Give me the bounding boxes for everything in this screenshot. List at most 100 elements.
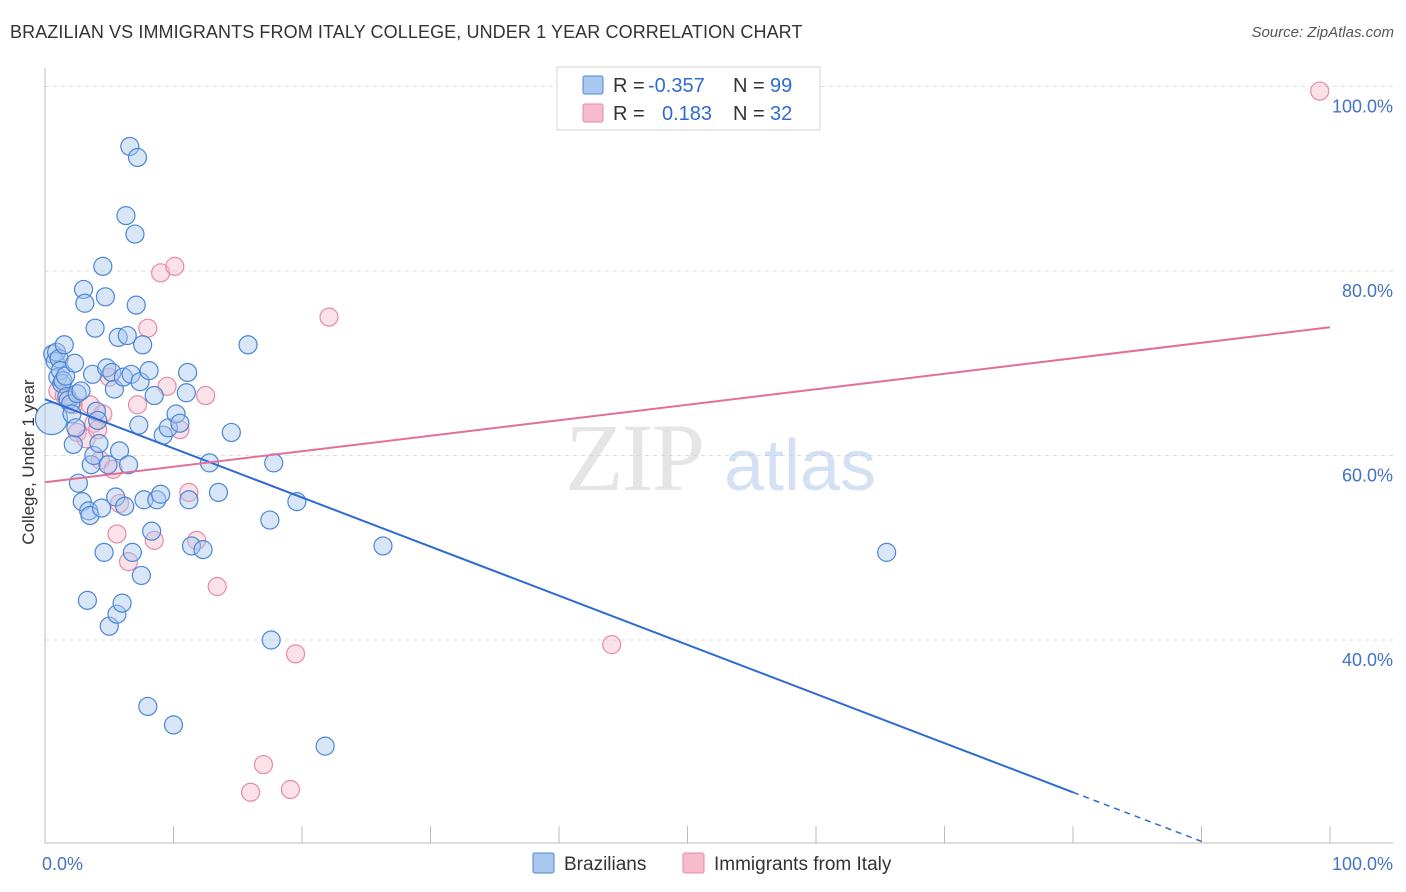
data-point-blue-67 xyxy=(144,385,164,406)
data-point-pink-32 xyxy=(1310,81,1330,101)
data-point-blue-29 xyxy=(84,445,104,466)
data-point-blue-24 xyxy=(77,590,98,610)
legend-item-italy: Immigrants from Italy xyxy=(714,854,892,875)
data-point-blue-9 xyxy=(54,335,74,355)
data-point-blue-83 xyxy=(238,335,258,355)
data-point-blue-46 xyxy=(109,441,130,461)
data-point-blue-56 xyxy=(125,224,145,244)
data-point-pink-26 xyxy=(241,782,261,802)
axes xyxy=(44,68,1393,844)
data-point-blue-34 xyxy=(91,498,112,518)
data-point-blue-15 xyxy=(63,434,83,455)
legend-item-italy-swatch xyxy=(682,852,705,874)
data-point-blue-82 xyxy=(221,422,241,443)
data-point-blue-41 xyxy=(102,362,122,383)
data-point-blue-81 xyxy=(208,482,229,503)
legend-n-blue: 99 xyxy=(770,75,792,97)
data-point-pink-20 xyxy=(165,256,185,276)
data-point-blue-90 xyxy=(877,542,897,562)
data-point-blue-62 xyxy=(133,335,153,355)
x-tick-label-1: 100.0% xyxy=(1332,854,1393,874)
legend-n-label-blue: N = xyxy=(733,75,765,97)
data-point-pink-24 xyxy=(196,385,216,406)
trend-lines xyxy=(44,326,1331,843)
grid-lines xyxy=(45,85,1393,641)
data-point-pink-22 xyxy=(179,482,199,503)
chart-title: BRAZILIAN VS IMMIGRANTS FROM ITALY COLLE… xyxy=(10,22,803,42)
trend-line-brazilians-extrapolated xyxy=(1072,791,1202,843)
tick-labels: 40.0% 60.0% 80.0% 100.0% 0.0% 100.0% xyxy=(42,96,1393,874)
data-point-blue-53 xyxy=(120,136,140,157)
data-point-blue-32 xyxy=(88,410,108,431)
data-point-blue-66 xyxy=(142,521,162,541)
data-point-blue-35 xyxy=(93,256,113,276)
data-point-blue-77 xyxy=(179,490,199,510)
chart-source: Source: ZipAtlas.com xyxy=(1251,24,1394,41)
y-tick-label-3: 100.0% xyxy=(1332,96,1393,116)
data-point-blue-22 xyxy=(73,279,94,300)
data-point-blue-51 xyxy=(117,325,137,346)
data-point-pink-18 xyxy=(151,263,171,283)
data-point-blue-79 xyxy=(193,540,213,560)
data-point-blue-59 xyxy=(129,415,149,435)
data-point-blue-30 xyxy=(85,318,105,338)
data-point-pink-25 xyxy=(207,576,227,597)
data-point-blue-16 xyxy=(64,353,85,373)
data-point-blue-74 xyxy=(170,413,190,433)
y-tick-label-0: 40.0% xyxy=(1342,650,1393,670)
data-point-blue-89 xyxy=(373,536,393,556)
legend-swatch-pink xyxy=(582,103,604,123)
data-point-blue-61 xyxy=(131,565,151,586)
data-point-blue-50 xyxy=(116,206,136,226)
data-point-pink-29 xyxy=(285,644,306,664)
data-point-blue-55 xyxy=(122,542,142,562)
legend-r-label-blue: R = xyxy=(613,75,645,97)
data-point-blue-20 xyxy=(71,381,91,401)
trend-line-brazilians xyxy=(44,398,1074,794)
series-legend: Brazilians Immigrants from Italy xyxy=(532,852,892,875)
data-point-blue-76 xyxy=(178,362,198,383)
data-point-pink-31 xyxy=(602,635,622,655)
y-axis-label: College, Under 1 year xyxy=(19,379,38,545)
legend-r-pink: 0.183 xyxy=(662,103,712,125)
data-point-pink-15 xyxy=(127,395,148,415)
data-point-pink-27 xyxy=(253,754,274,775)
data-point-blue-28 xyxy=(82,364,103,384)
legend-item-brazilians-swatch xyxy=(532,852,555,874)
data-point-blue-78 xyxy=(181,536,202,556)
legend-n-label-pink: N = xyxy=(733,103,765,125)
data-point-blue-40 xyxy=(99,616,119,636)
data-point-blue-36 xyxy=(94,542,114,562)
data-point-blue-65 xyxy=(139,361,159,381)
y-tick-label-2: 80.0% xyxy=(1342,281,1393,301)
data-point-blue-37 xyxy=(95,287,115,307)
data-point-pink-16 xyxy=(138,318,158,338)
legend-r-label-pink: R = xyxy=(613,103,645,125)
data-point-blue-33 xyxy=(89,433,109,454)
data-point-blue-23 xyxy=(75,293,95,313)
x-tick-label-0: 0.0% xyxy=(42,854,83,874)
data-point-blue-64 xyxy=(138,696,158,717)
watermark-zip: ZIP xyxy=(565,404,703,511)
data-point-blue-86 xyxy=(264,453,284,473)
data-point-blue-75 xyxy=(176,383,196,403)
data-point-blue-88 xyxy=(315,736,335,756)
data-point-blue-26 xyxy=(80,505,100,526)
y-tick-label-1: 60.0% xyxy=(1342,466,1393,486)
data-point-blue-85 xyxy=(261,630,281,650)
data-point-blue-69 xyxy=(151,484,171,504)
data-point-blue-49 xyxy=(115,496,135,516)
legend-n-pink: 32 xyxy=(770,103,792,125)
data-point-blue-57 xyxy=(126,295,146,315)
data-point-blue-47 xyxy=(112,593,132,613)
legend-swatch-blue xyxy=(582,75,604,95)
trend-line-italy xyxy=(44,326,1331,484)
blue-series xyxy=(34,136,897,756)
data-point-blue-58 xyxy=(127,147,148,168)
data-point-pink-30 xyxy=(319,307,339,327)
data-point-blue-52 xyxy=(118,455,139,475)
watermark-atlas: atlas xyxy=(724,426,876,506)
data-point-pink-12 xyxy=(107,524,127,544)
stats-legend: R = -0.357 N = 99 R = 0.183 N = 32 xyxy=(556,66,821,131)
